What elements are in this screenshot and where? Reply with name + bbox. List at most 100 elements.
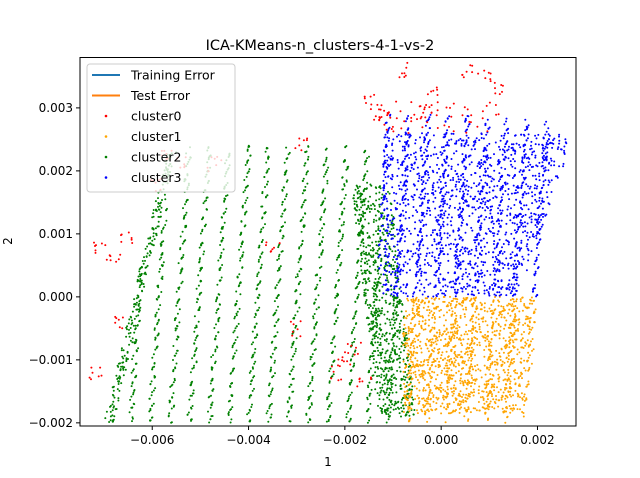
- cluster1-point: [467, 329, 470, 332]
- cluster3-point: [442, 205, 445, 208]
- cluster1-point: [452, 401, 455, 404]
- cluster1-point: [491, 321, 494, 324]
- cluster3-point: [452, 286, 455, 289]
- cluster1-point: [500, 398, 503, 401]
- cluster1-point: [448, 358, 451, 361]
- cluster1-point: [512, 341, 515, 344]
- cluster3-point: [498, 204, 501, 207]
- cluster2-point: [272, 314, 275, 317]
- cluster1-point: [504, 347, 507, 350]
- cluster3-point: [443, 232, 446, 235]
- cluster2-point: [340, 224, 343, 227]
- cluster1-point: [467, 347, 470, 350]
- cluster2-point: [267, 420, 270, 423]
- cluster2-point: [199, 257, 201, 260]
- cluster2-point: [310, 402, 313, 405]
- cluster1-point: [469, 365, 472, 368]
- cluster1-point: [482, 399, 485, 401]
- cluster2-point: [381, 333, 384, 336]
- cluster2-point: [113, 396, 116, 399]
- cluster1-point: [419, 364, 422, 367]
- cluster1-point: [406, 390, 409, 393]
- cluster2-point: [374, 325, 376, 327]
- cluster1-point: [439, 384, 442, 387]
- cluster2-point: [257, 260, 260, 263]
- cluster2-point: [153, 376, 156, 379]
- cluster3-point: [438, 264, 441, 267]
- cluster2-point: [398, 337, 401, 340]
- cluster2-point: [391, 391, 394, 394]
- cluster1-point: [414, 323, 417, 326]
- cluster3-point: [453, 271, 456, 274]
- cluster2-point: [398, 301, 401, 304]
- cluster2-point: [131, 381, 134, 384]
- cluster3-point: [444, 181, 447, 184]
- cluster1-point: [528, 368, 530, 371]
- cluster1-point: [507, 326, 510, 329]
- cluster1-point: [508, 378, 511, 381]
- cluster1-point: [495, 317, 498, 320]
- cluster3-point: [406, 128, 409, 131]
- cluster1-point: [474, 330, 477, 332]
- cluster1-point: [520, 371, 523, 374]
- cluster1-point: [471, 315, 473, 318]
- cluster2-point: [150, 380, 153, 383]
- cluster1-point: [483, 309, 486, 312]
- cluster2-point: [232, 331, 235, 334]
- cluster3-point: [450, 286, 453, 289]
- cluster1-point: [410, 407, 413, 410]
- cluster2-point: [400, 401, 403, 404]
- cluster1-point: [455, 399, 457, 401]
- cluster3-point: [521, 196, 524, 199]
- cluster2-point: [402, 358, 405, 361]
- cluster1-point: [452, 392, 455, 395]
- cluster3-point: [512, 263, 515, 266]
- cluster1-point: [481, 390, 484, 393]
- cluster2-point: [347, 165, 350, 168]
- cluster1-point: [446, 304, 449, 307]
- cluster2-point: [229, 421, 232, 424]
- cluster3-point: [513, 160, 516, 163]
- cluster2-point: [377, 277, 380, 280]
- cluster1-point: [493, 360, 496, 363]
- cluster2-point: [392, 227, 395, 230]
- cluster2-point: [386, 279, 389, 282]
- cluster1-point: [479, 396, 482, 399]
- cluster1-point: [427, 350, 430, 353]
- cluster1-point: [518, 383, 521, 386]
- cluster2-point: [292, 365, 295, 368]
- cluster1-point: [474, 407, 477, 410]
- cluster1-point: [488, 405, 491, 408]
- cluster2-point: [366, 170, 369, 173]
- cluster2-point: [341, 210, 344, 213]
- cluster2-point: [160, 256, 163, 259]
- cluster1-point: [453, 350, 456, 353]
- cluster2-point: [193, 330, 196, 333]
- cluster2-point: [401, 404, 404, 407]
- cluster2-point: [350, 404, 353, 407]
- cluster1-point: [454, 344, 457, 347]
- cluster2-point: [214, 362, 216, 365]
- cluster3-point: [404, 120, 407, 123]
- cluster2-point: [389, 387, 392, 390]
- cluster2-point: [307, 421, 310, 424]
- cluster1-point: [418, 396, 420, 399]
- cluster2-point: [191, 367, 194, 370]
- cluster2-point: [386, 317, 389, 320]
- cluster2-point: [216, 346, 219, 349]
- cluster2-point: [354, 188, 357, 191]
- cluster2-point: [285, 146, 288, 149]
- cluster1-point: [429, 330, 432, 333]
- cluster1-point: [428, 372, 431, 375]
- cluster3-point: [447, 271, 450, 274]
- cluster3-point: [380, 203, 382, 206]
- cluster2-point: [393, 235, 396, 238]
- cluster2-point: [342, 233, 344, 236]
- cluster3-point: [437, 214, 440, 217]
- cluster2-point: [205, 199, 208, 202]
- cluster2-point: [391, 360, 394, 363]
- cluster2-point: [235, 325, 238, 328]
- cluster2-point: [385, 293, 388, 296]
- cluster2-point: [131, 416, 134, 419]
- cluster2-point: [394, 351, 397, 354]
